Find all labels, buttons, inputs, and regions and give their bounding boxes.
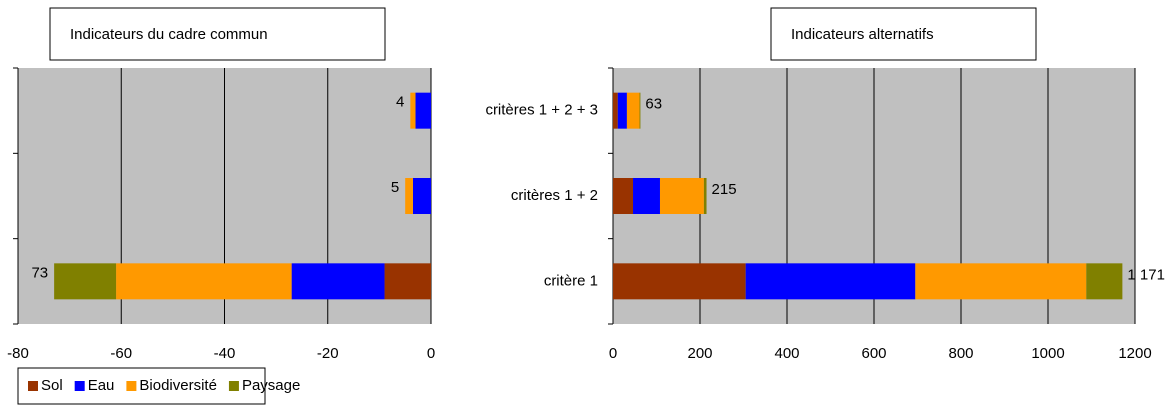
- x-tick-label: 400: [774, 345, 799, 362]
- bar-segment: [915, 263, 1087, 300]
- bar-segment: [703, 178, 707, 214]
- x-tick-label: 1000: [1031, 345, 1064, 362]
- chart-title: Indicateurs du cadre commun: [70, 26, 268, 43]
- legend-label: Sol: [41, 377, 63, 394]
- bar-segment: [745, 263, 916, 300]
- legend: [17, 367, 266, 405]
- bar-segment: [617, 92, 627, 129]
- bar-segment: [384, 263, 431, 300]
- total-label: 73: [31, 264, 48, 281]
- x-tick-label: 200: [687, 345, 712, 362]
- bar-segment: [659, 178, 704, 214]
- x-tick-label: -20: [317, 345, 339, 362]
- legend-swatch: [126, 381, 137, 391]
- bar-segment: [613, 92, 618, 129]
- total-label: 4: [396, 94, 404, 111]
- title-box: [770, 7, 1037, 61]
- x-tick-label: -80: [7, 345, 29, 362]
- bar-segment: [1086, 263, 1123, 300]
- x-tick-label: 600: [861, 345, 886, 362]
- x-tick-label: -60: [110, 345, 132, 362]
- y-tick-label: critère 1: [544, 272, 598, 289]
- bar-segment: [639, 92, 641, 129]
- total-label: 63: [645, 96, 662, 113]
- legend-swatch: [28, 381, 38, 391]
- x-tick-label: 1200: [1118, 345, 1151, 362]
- title-box: [49, 7, 386, 61]
- legend-label: Biodiversité: [139, 377, 217, 394]
- legend-swatch: [74, 381, 85, 391]
- bar-segment: [412, 178, 431, 214]
- bar-segment: [613, 263, 746, 300]
- x-tick-label: 0: [609, 345, 617, 362]
- legend-label: Paysage: [242, 377, 300, 394]
- x-tick-label: 0: [427, 345, 435, 362]
- bar-segment: [415, 92, 431, 129]
- total-label: 215: [712, 181, 737, 198]
- total-label: 5: [391, 179, 399, 196]
- legend-label: Eau: [88, 377, 115, 394]
- bar-segment: [613, 178, 634, 214]
- total-label: 1 171: [1127, 266, 1165, 283]
- bar-segment: [405, 178, 413, 214]
- bar-segment: [291, 263, 385, 300]
- y-tick-label: critères 1 + 2: [511, 187, 598, 204]
- chart-title: Indicateurs alternatifs: [791, 26, 934, 43]
- bar-segment: [116, 263, 292, 300]
- bar-segment: [54, 263, 117, 300]
- y-tick-label: critères 1 + 2 + 3: [485, 102, 598, 119]
- bar-segment: [633, 178, 660, 214]
- bar-segment: [410, 92, 416, 129]
- x-tick-label: 800: [948, 345, 973, 362]
- bar-segment: [626, 92, 640, 129]
- x-tick-label: -40: [214, 345, 236, 362]
- legend-swatch: [228, 381, 239, 391]
